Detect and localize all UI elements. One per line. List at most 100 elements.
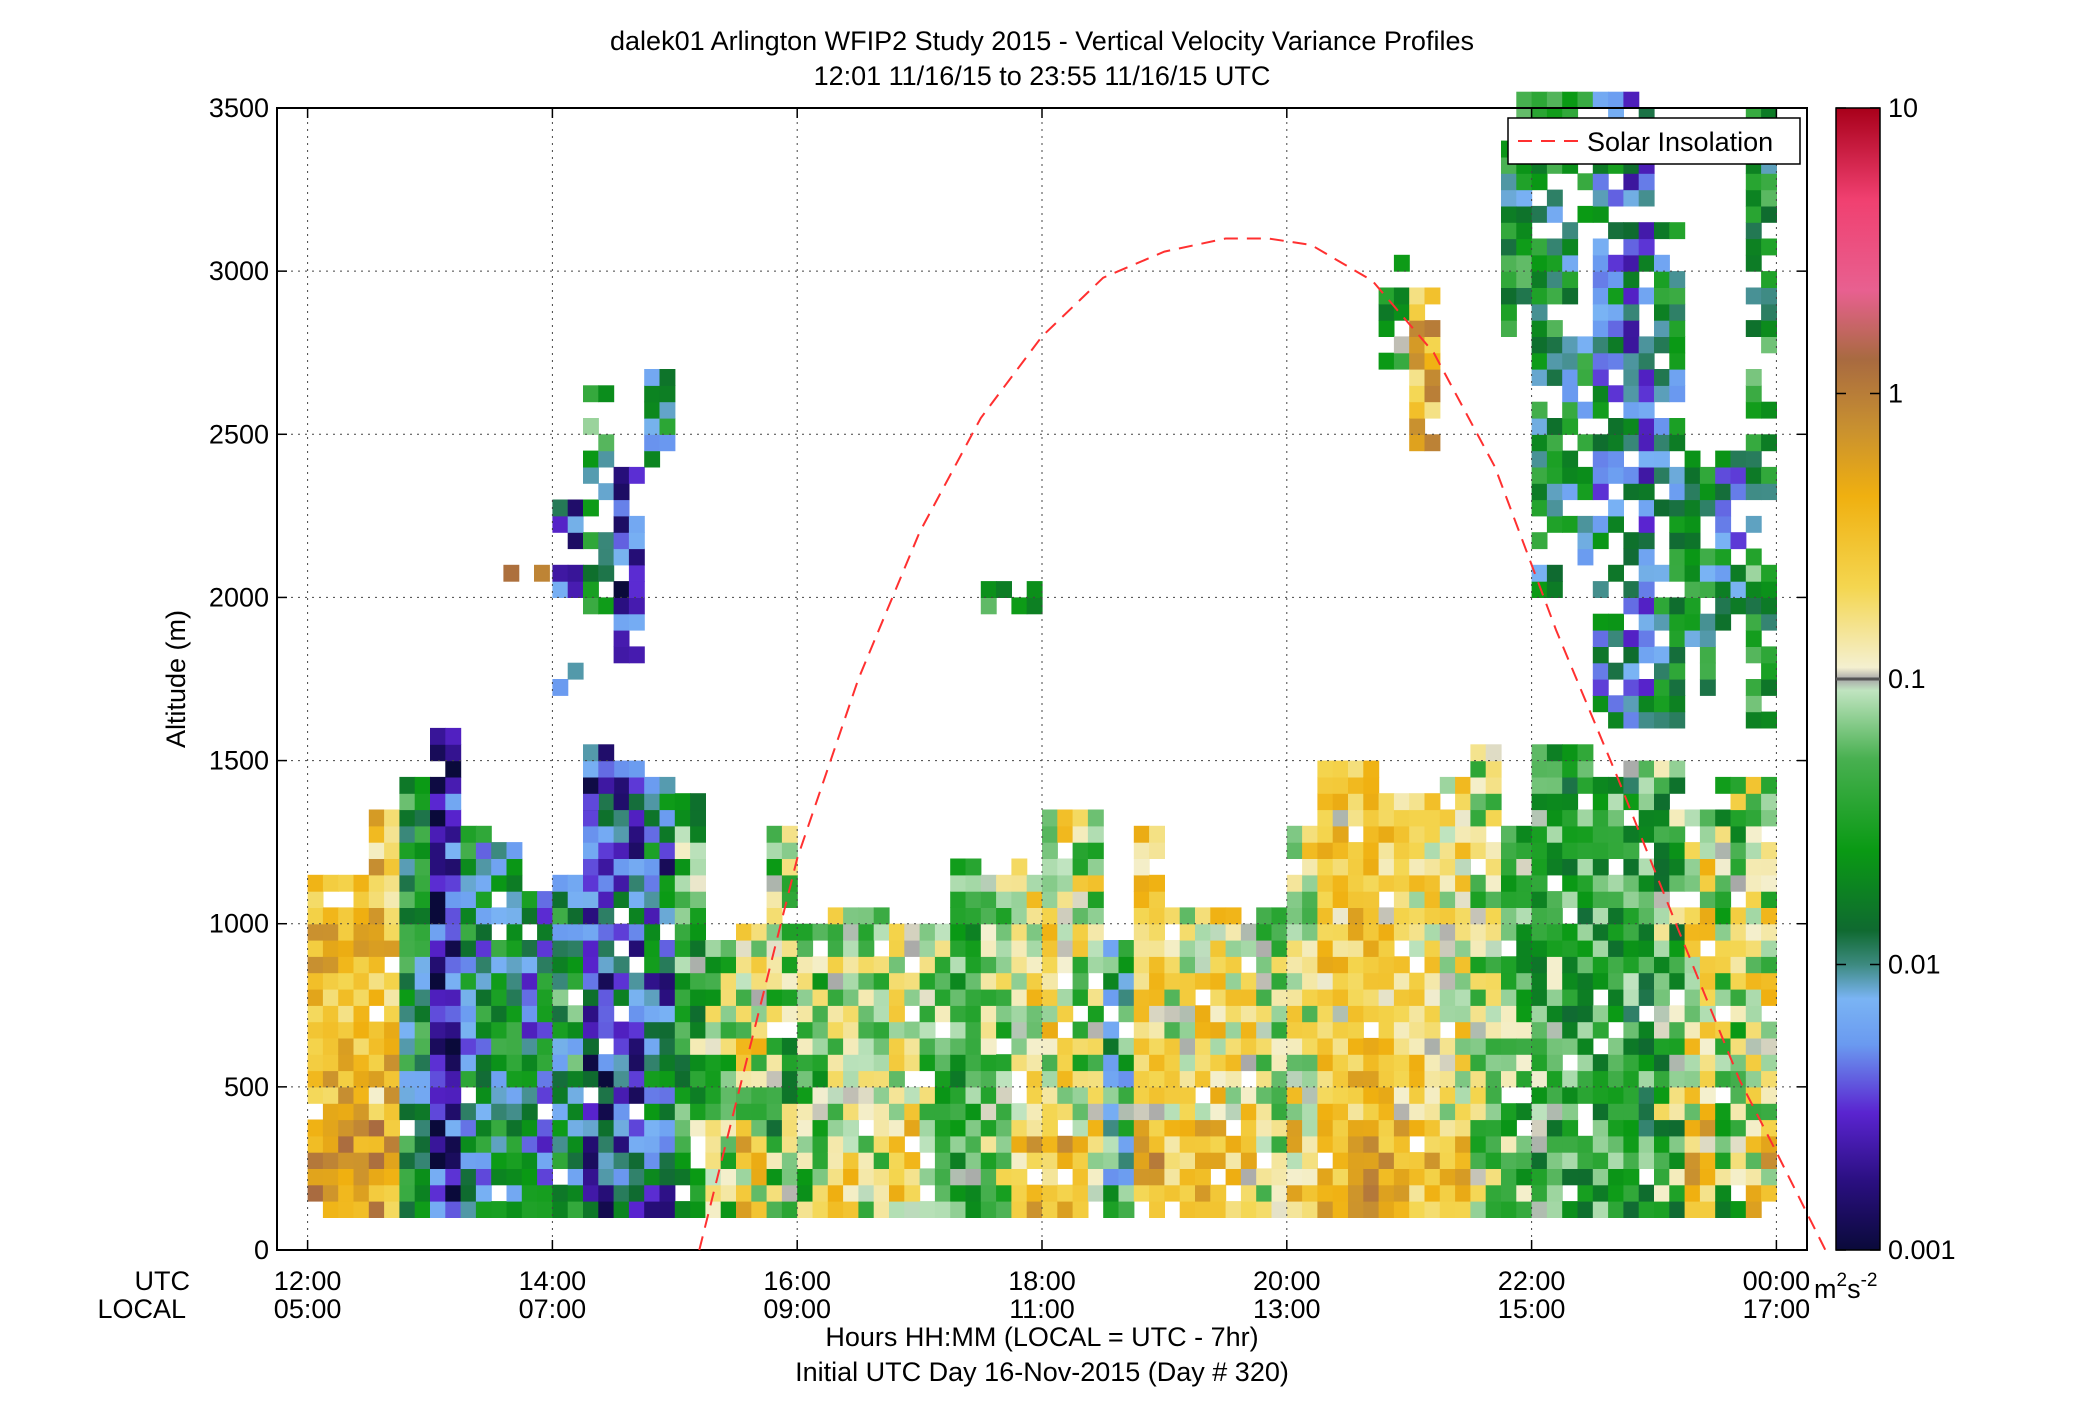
- heatmap-cell: [1669, 842, 1686, 859]
- heatmap-cell: [1332, 1005, 1349, 1023]
- heatmap-cell: [475, 1037, 492, 1055]
- heatmap-cell: [690, 825, 706, 843]
- heatmap-cell: [475, 1135, 492, 1153]
- heatmap-cell: [1363, 1086, 1380, 1104]
- heatmap-cell: [644, 1119, 661, 1137]
- heatmap-cell: [873, 972, 890, 990]
- heatmap-cell: [1439, 1037, 1456, 1055]
- heatmap-cell: [827, 1201, 844, 1218]
- x-tick-label-local: 07:00: [519, 1294, 587, 1324]
- heatmap-cell: [1608, 1103, 1624, 1121]
- heatmap-cell: [521, 1119, 538, 1137]
- heatmap-cell: [1455, 956, 1471, 974]
- heatmap-cell: [1393, 972, 1410, 990]
- heatmap-cell: [1271, 1135, 1288, 1153]
- heatmap-cell: [384, 1021, 400, 1039]
- heatmap-cell: [1332, 1054, 1349, 1072]
- heatmap-cell: [1562, 336, 1579, 354]
- heatmap-cell: [368, 825, 385, 843]
- heatmap-cell: [1531, 940, 1548, 957]
- heatmap-cell: [1378, 1184, 1395, 1202]
- heatmap-cell: [904, 989, 921, 1006]
- heatmap-cell: [1271, 1005, 1288, 1023]
- heatmap-cell: [1531, 1037, 1548, 1055]
- heatmap-cell: [1302, 1184, 1318, 1202]
- heatmap-cell: [430, 825, 446, 843]
- heatmap-cell: [1378, 907, 1395, 925]
- heatmap-cell: [1715, 597, 1732, 615]
- heatmap-cell: [1210, 1119, 1227, 1137]
- heatmap-cell: [1072, 923, 1089, 941]
- heatmap-cell: [583, 597, 599, 615]
- heatmap-cell: [843, 972, 859, 990]
- heatmap-cell: [506, 1168, 523, 1186]
- heatmap-cell: [1623, 891, 1640, 908]
- heatmap-cell: [1042, 1054, 1058, 1072]
- heatmap-cell: [1057, 1086, 1074, 1104]
- heatmap-cell: [384, 842, 400, 859]
- heatmap-cell: [1623, 793, 1640, 811]
- heatmap-cell: [567, 1021, 584, 1039]
- heatmap-cell: [1363, 1119, 1380, 1137]
- heatmap-cell: [1363, 793, 1380, 811]
- heatmap-cell: [1485, 989, 1502, 1006]
- heatmap-cell: [1531, 287, 1548, 305]
- heatmap-cell: [1210, 1021, 1227, 1039]
- heatmap-cell: [1684, 483, 1701, 501]
- heatmap-cell: [445, 989, 462, 1006]
- heatmap-cell: [1761, 287, 1777, 305]
- heatmap-cell: [1608, 352, 1624, 370]
- heatmap-cell: [1608, 303, 1624, 321]
- heatmap-cell: [674, 1135, 691, 1153]
- heatmap-cell: [1562, 776, 1579, 794]
- heatmap-cell: [583, 466, 599, 484]
- heatmap-cell: [1592, 646, 1609, 664]
- heatmap-cell: [1348, 891, 1364, 908]
- heatmap-cell: [1669, 874, 1686, 892]
- heatmap-cell: [628, 597, 645, 615]
- heatmap-cell: [1761, 907, 1777, 925]
- heatmap-cell: [1072, 1152, 1089, 1169]
- heatmap-cell: [797, 1021, 814, 1039]
- heatmap-cell: [1179, 1086, 1196, 1104]
- heatmap-cell: [1531, 1054, 1548, 1072]
- heatmap-cell: [1149, 874, 1165, 892]
- heatmap-cell: [1026, 891, 1043, 908]
- heatmap-cell: [1302, 972, 1318, 990]
- heatmap-cell: [399, 1086, 416, 1104]
- heatmap-cell: [950, 1005, 967, 1023]
- heatmap-cell: [430, 1168, 446, 1186]
- heatmap-cell: [1730, 1005, 1747, 1023]
- heatmap-cell: [1118, 1201, 1135, 1218]
- heatmap-cell: [1745, 1135, 1762, 1153]
- heatmap-cell: [1409, 369, 1426, 386]
- heatmap-cell: [1577, 1086, 1594, 1104]
- heatmap-cell: [1363, 1005, 1380, 1023]
- heatmap-cell: [1057, 1201, 1074, 1218]
- heatmap-cell: [996, 1021, 1012, 1039]
- heatmap-cell: [1669, 907, 1686, 925]
- heatmap-cell: [613, 515, 630, 533]
- heatmap-cell: [858, 1070, 875, 1088]
- heatmap-cell: [1348, 1070, 1364, 1088]
- heatmap-cell: [1546, 499, 1563, 517]
- heatmap-cell: [919, 1037, 936, 1055]
- heatmap-cell: [1638, 940, 1655, 957]
- heatmap-cell: [338, 1054, 355, 1072]
- heatmap-cell: [491, 940, 508, 957]
- heatmap-cell: [1562, 891, 1579, 908]
- heatmap-cell: [644, 1184, 661, 1202]
- heatmap-cell: [506, 1021, 523, 1039]
- heatmap-cell: [1133, 1103, 1150, 1121]
- heatmap-cell: [1715, 1037, 1732, 1055]
- heatmap-cell: [491, 874, 508, 892]
- heatmap-cell: [384, 1119, 400, 1137]
- heatmap-cell: [1057, 1103, 1074, 1121]
- heatmap-cell: [1133, 1070, 1150, 1088]
- heatmap-cell: [1409, 418, 1426, 435]
- heatmap-cell: [353, 923, 370, 941]
- heatmap-cell: [1149, 1184, 1165, 1202]
- heatmap-cell: [1470, 1119, 1487, 1137]
- heatmap-cell: [766, 972, 783, 990]
- heatmap-cell: [1409, 1119, 1426, 1137]
